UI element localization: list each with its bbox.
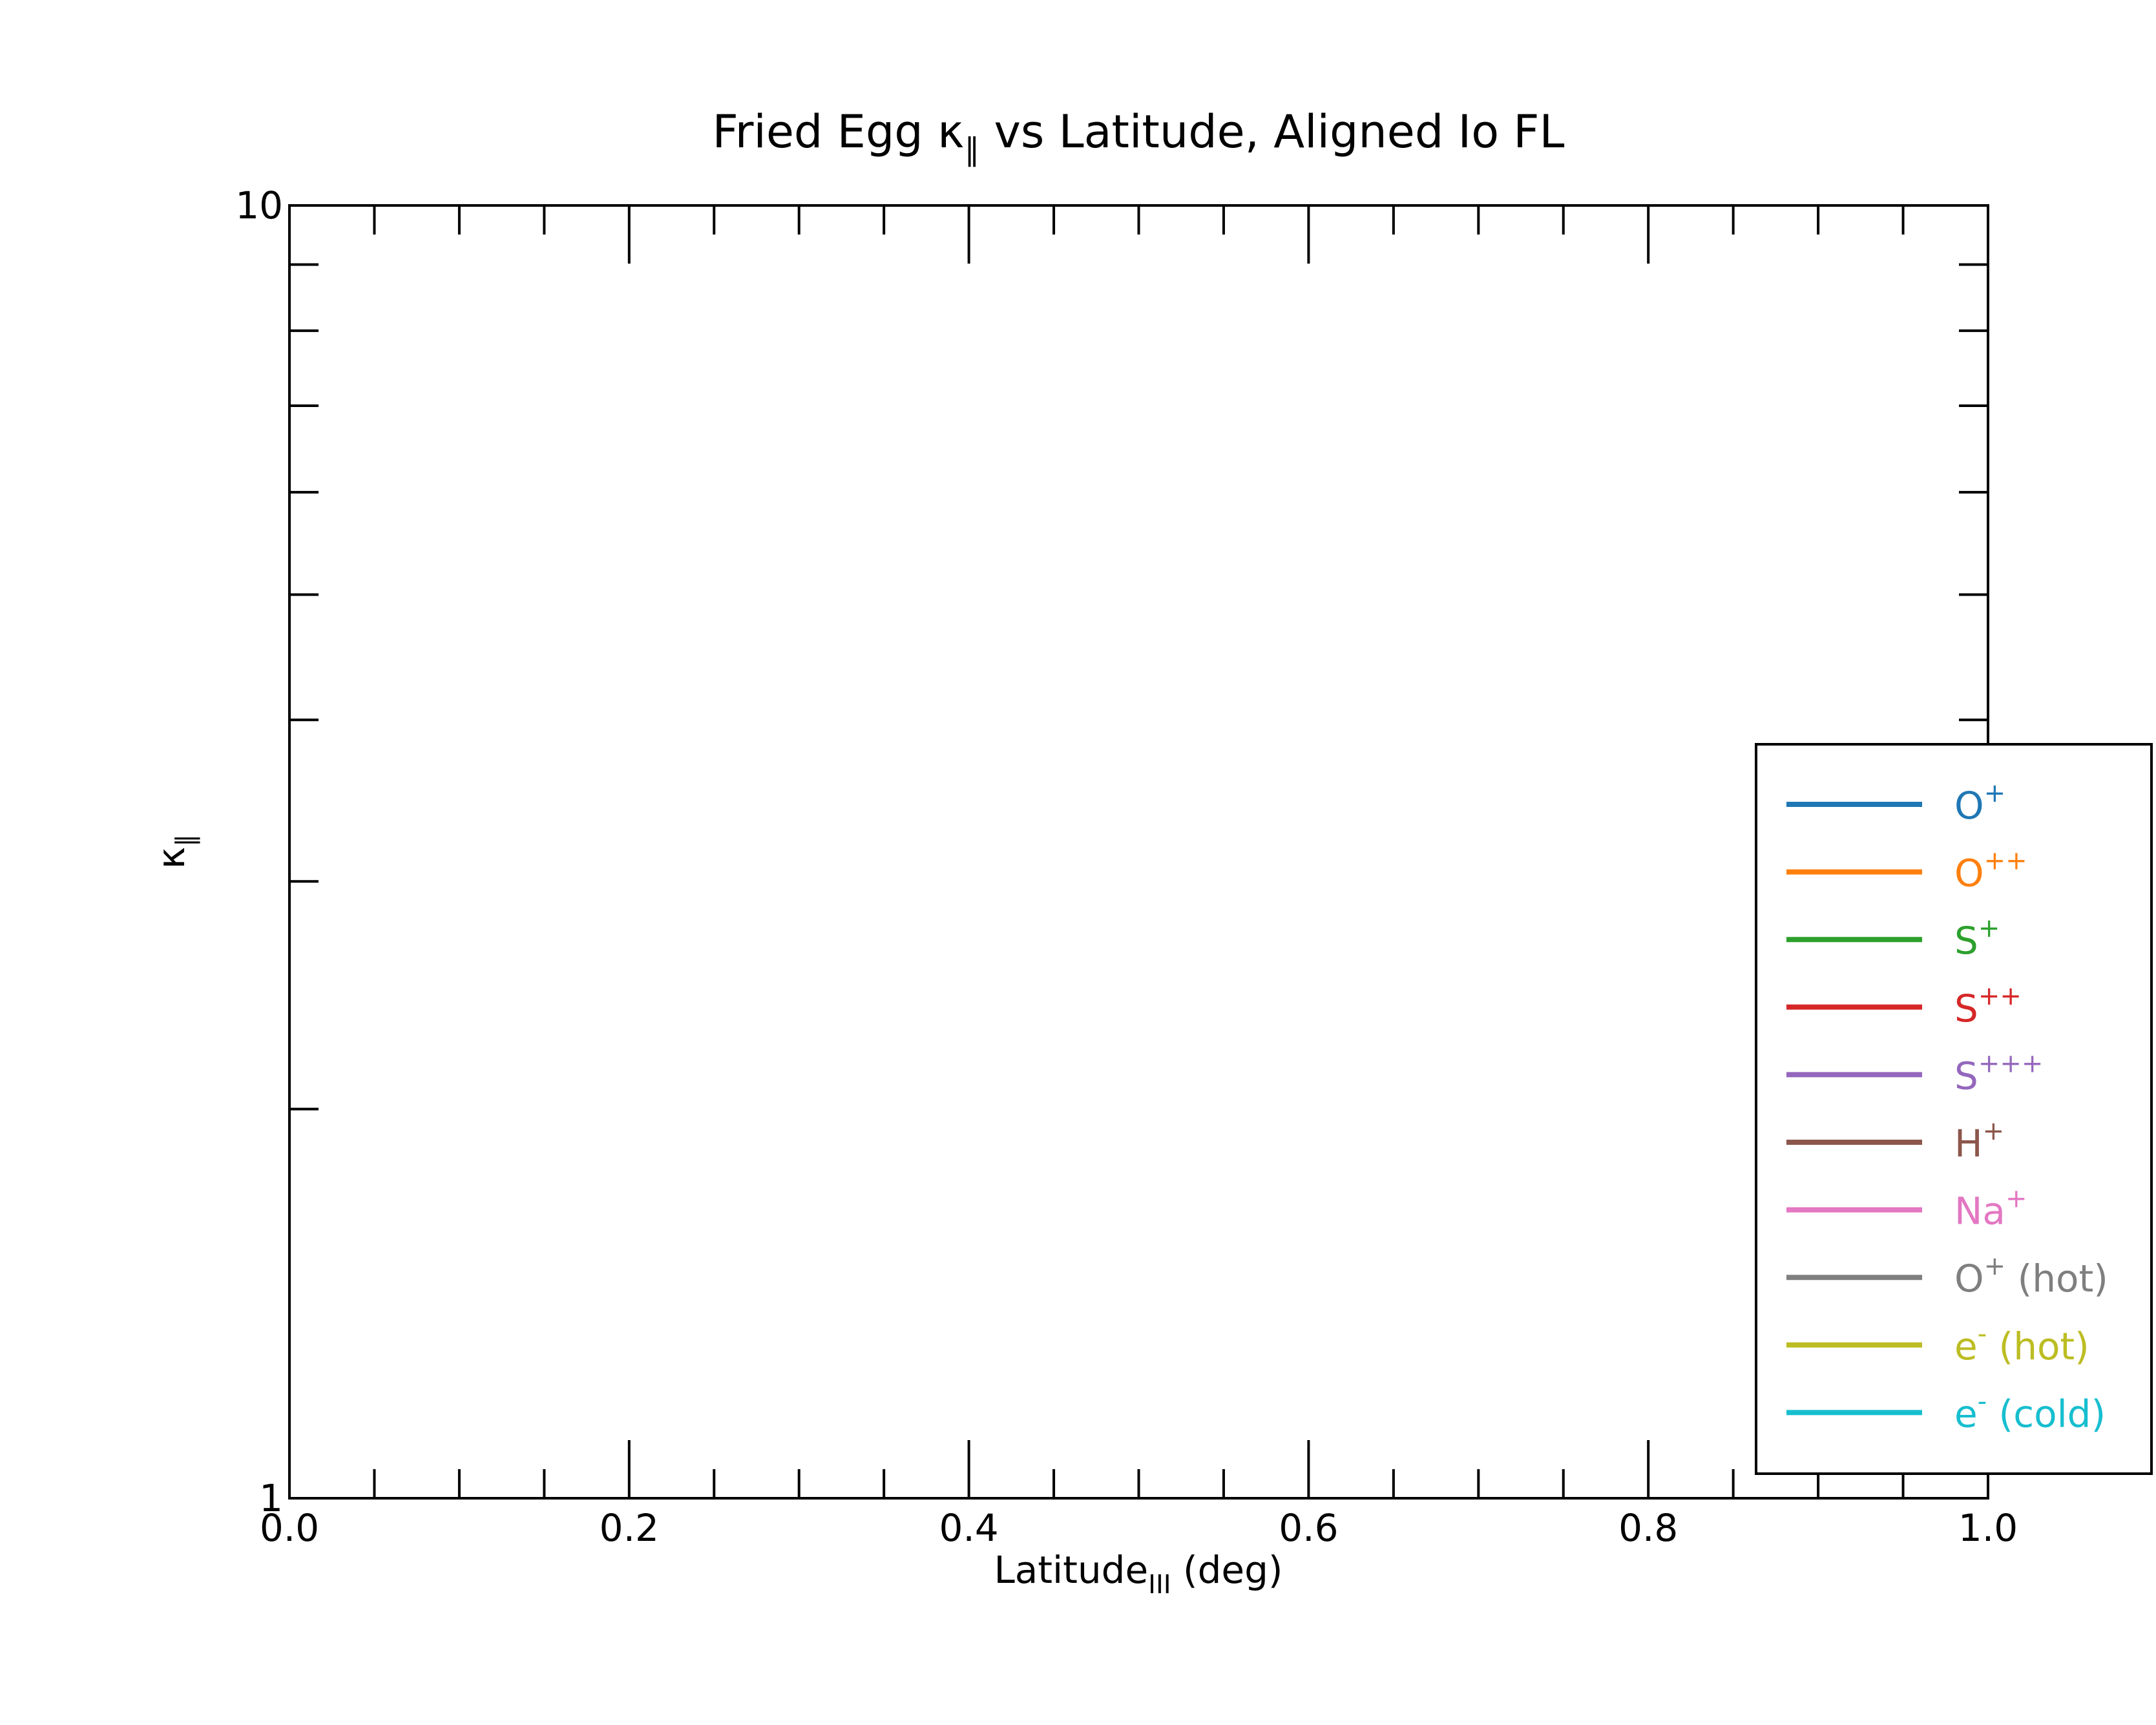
legend-label: e- (cold) [1954, 1386, 2106, 1436]
legend-label-base: e [1954, 1392, 1978, 1436]
y-axis-label: κ∥ [149, 834, 201, 869]
legend-label-suffix: (cold) [1987, 1392, 2106, 1436]
x-axis-label-sub: III [1148, 1570, 1171, 1600]
legend-label: O+ (hot) [1954, 1251, 2108, 1301]
y-tick-label: 10 [235, 183, 283, 227]
x-tick-label: 0.2 [600, 1506, 659, 1550]
legend-label-base: e [1954, 1324, 1978, 1368]
legend-label: S++ [1954, 981, 2022, 1030]
legend-label: O+ [1954, 779, 2005, 828]
legend-label: S+++ [1954, 1049, 2043, 1098]
x-tick-label: 1.0 [1958, 1506, 2018, 1550]
legend-label-suffix: (hot) [2005, 1257, 2108, 1301]
chart-title-sub: ∥ [964, 132, 979, 168]
legend-label-base: O [1954, 852, 1984, 895]
y-tick-labels: 1 10 [235, 183, 283, 1520]
legend-label-sup: + [1984, 779, 2006, 808]
legend-label-sup: - [1978, 1319, 1987, 1349]
y-axis-label-main: κ [149, 847, 193, 869]
x-tick-label: 0.8 [1618, 1506, 1678, 1550]
legend-label-base: Na [1954, 1189, 2005, 1233]
legend-label-sup: - [1978, 1386, 1987, 1416]
y-axis-label-sub: ∥ [171, 834, 201, 847]
legend-label-suffix: (hot) [1987, 1324, 2089, 1368]
legend-label-base: S [1954, 987, 1978, 1030]
y-tick-label: 1 [259, 1476, 283, 1520]
legend-label-sup: + [1983, 1116, 2005, 1146]
legend-label-base: O [1954, 784, 1984, 828]
legend-label: Na+ [1954, 1184, 2027, 1233]
x-axis-label-main: Latitude [994, 1548, 1148, 1592]
x-tick-label: 0.6 [1279, 1506, 1338, 1550]
x-axis-label-rest: (deg) [1171, 1548, 1283, 1592]
legend-label-base: H [1954, 1122, 1983, 1166]
legend-items: O+O++S+S++S+++H+Na+O+ (hot)e- (hot)e- (c… [1786, 779, 2108, 1436]
x-axis-label: LatitudeIII (deg) [994, 1548, 1282, 1600]
chart-title: Fried Egg κ∥ vs Latitude, Aligned Io FL [712, 105, 1564, 168]
x-tick-labels: 0.0 0.2 0.4 0.6 0.8 1.0 [260, 1506, 2018, 1550]
legend-label-sup: ++ [1984, 846, 2027, 876]
legend-label-base: S [1954, 1054, 1978, 1098]
legend: O+O++S+S++S+++H+Na+O+ (hot)e- (hot)e- (c… [1755, 743, 2153, 1475]
legend-label-base: O [1954, 1257, 1984, 1301]
chart-title-rest: vs Latitude, Aligned Io FL [979, 105, 1564, 158]
legend-label: e- (hot) [1954, 1319, 2089, 1368]
legend-label-sup: +++ [1978, 1049, 2044, 1078]
legend-label-sup: + [1978, 914, 2000, 943]
x-tick-label: 0.0 [260, 1506, 319, 1550]
x-tick-label: 0.4 [939, 1506, 998, 1550]
legend-label-base: S [1954, 919, 1978, 963]
legend-label: S+ [1954, 914, 2000, 963]
legend-label: O++ [1954, 846, 2027, 895]
legend-label: H+ [1954, 1116, 2004, 1166]
legend-label-sup: + [1984, 1251, 2006, 1281]
legend-box [1755, 743, 2153, 1475]
legend-label-sup: ++ [1978, 981, 2022, 1011]
legend-label-sup: + [2005, 1184, 2027, 1214]
chart-title-main: Fried Egg κ [712, 105, 964, 158]
